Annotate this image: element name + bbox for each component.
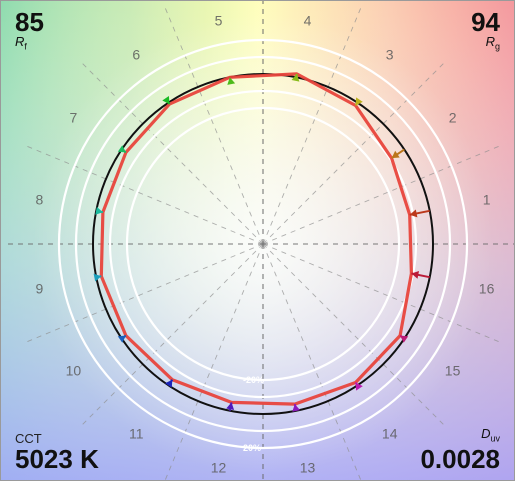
ring-circle bbox=[125, 106, 401, 382]
hue-shift-arrowhead bbox=[411, 271, 419, 279]
cct-label: CCT bbox=[15, 431, 42, 446]
grid-line bbox=[262, 243, 448, 429]
grid-line bbox=[163, 3, 264, 245]
hue-bin-label: 9 bbox=[36, 281, 44, 297]
duv-label-sub: uv bbox=[490, 434, 500, 444]
hue-shift-arrowhead bbox=[409, 209, 418, 218]
grid-line bbox=[262, 243, 504, 344]
grid-line bbox=[164, 243, 264, 480]
hue-bin-label: 12 bbox=[211, 460, 227, 476]
duv-value: 0.0028 bbox=[420, 444, 500, 474]
rf-metric: 85 Rf bbox=[15, 9, 44, 54]
hue-shift-arrowhead bbox=[227, 77, 236, 85]
grid-line bbox=[262, 3, 363, 245]
hue-shift-arrowhead bbox=[95, 206, 103, 215]
cct-metric: CCT 5023 K bbox=[15, 431, 99, 474]
hue-bin-label: 11 bbox=[129, 426, 144, 442]
hue-shift-arrowhead bbox=[355, 382, 363, 391]
hue-bin-label: 2 bbox=[449, 109, 457, 125]
rf-label-sub: f bbox=[24, 41, 27, 52]
duv-label: Duv bbox=[420, 427, 500, 446]
hue-bin-label: 16 bbox=[479, 281, 495, 297]
ring-label: -20% bbox=[243, 375, 264, 385]
grid-line bbox=[78, 59, 264, 245]
hue-shift-arrowhead bbox=[226, 402, 235, 410]
rings-layer: -20% 20% bbox=[57, 38, 469, 453]
hue-bin-label: 1 bbox=[483, 192, 491, 208]
hue-shift-arrowhead bbox=[400, 335, 409, 343]
hue-bin-label: 5 bbox=[215, 12, 223, 28]
hue-shift-arrowhead bbox=[117, 145, 126, 153]
cct-value: 5023 K bbox=[15, 444, 99, 474]
hue-bin-label: 6 bbox=[132, 46, 140, 62]
rg-label-sub: g bbox=[494, 41, 500, 52]
grid-line bbox=[22, 243, 264, 344]
ring-circle bbox=[108, 89, 418, 399]
hue-bin-label: 3 bbox=[386, 46, 394, 62]
rf-value: 85 bbox=[15, 7, 44, 37]
rf-label: Rf bbox=[15, 35, 44, 54]
ring-circle bbox=[74, 55, 452, 433]
grid-line bbox=[78, 243, 264, 429]
grid-line bbox=[22, 144, 264, 245]
grid-line bbox=[262, 144, 504, 245]
hue-bin-label: 10 bbox=[66, 363, 82, 379]
hue-shift-arrowhead bbox=[355, 97, 363, 106]
hue-bin-label: 7 bbox=[70, 109, 78, 125]
ring-circle bbox=[57, 38, 469, 450]
hue-shift-arrowhead bbox=[117, 335, 126, 343]
rg-label: Rg bbox=[471, 35, 500, 54]
rg-label-main: R bbox=[485, 34, 495, 49]
hue-shift-arrowhead bbox=[162, 96, 170, 105]
grid-line bbox=[262, 59, 448, 245]
duv-metric: Duv 0.0028 bbox=[420, 427, 500, 472]
hue-bin-label: 4 bbox=[304, 12, 312, 28]
hue-bin-label: 14 bbox=[382, 426, 398, 442]
hue-shift-arrowhead bbox=[391, 150, 400, 159]
hue-shift-arrowhead bbox=[291, 73, 300, 82]
series-layer bbox=[92, 72, 434, 415]
grid-layer bbox=[3, 1, 514, 480]
rg-value: 94 bbox=[471, 7, 500, 37]
rg-metric: 94 Rg bbox=[471, 9, 500, 54]
ring-label: 20% bbox=[243, 443, 261, 453]
hue-shift-arrowhead bbox=[93, 273, 102, 282]
duv-label-main: D bbox=[481, 426, 491, 442]
hue-bin-label: 13 bbox=[300, 460, 316, 476]
rf-label-main: R bbox=[15, 34, 25, 49]
hue-shift-arrowhead bbox=[292, 404, 301, 412]
hue-bin-label: 8 bbox=[36, 192, 44, 208]
reference-series-circle bbox=[92, 73, 434, 415]
grid-line bbox=[262, 243, 362, 480]
hue-shift-arrowhead bbox=[165, 379, 173, 388]
hue-bin-label: 15 bbox=[445, 363, 461, 379]
